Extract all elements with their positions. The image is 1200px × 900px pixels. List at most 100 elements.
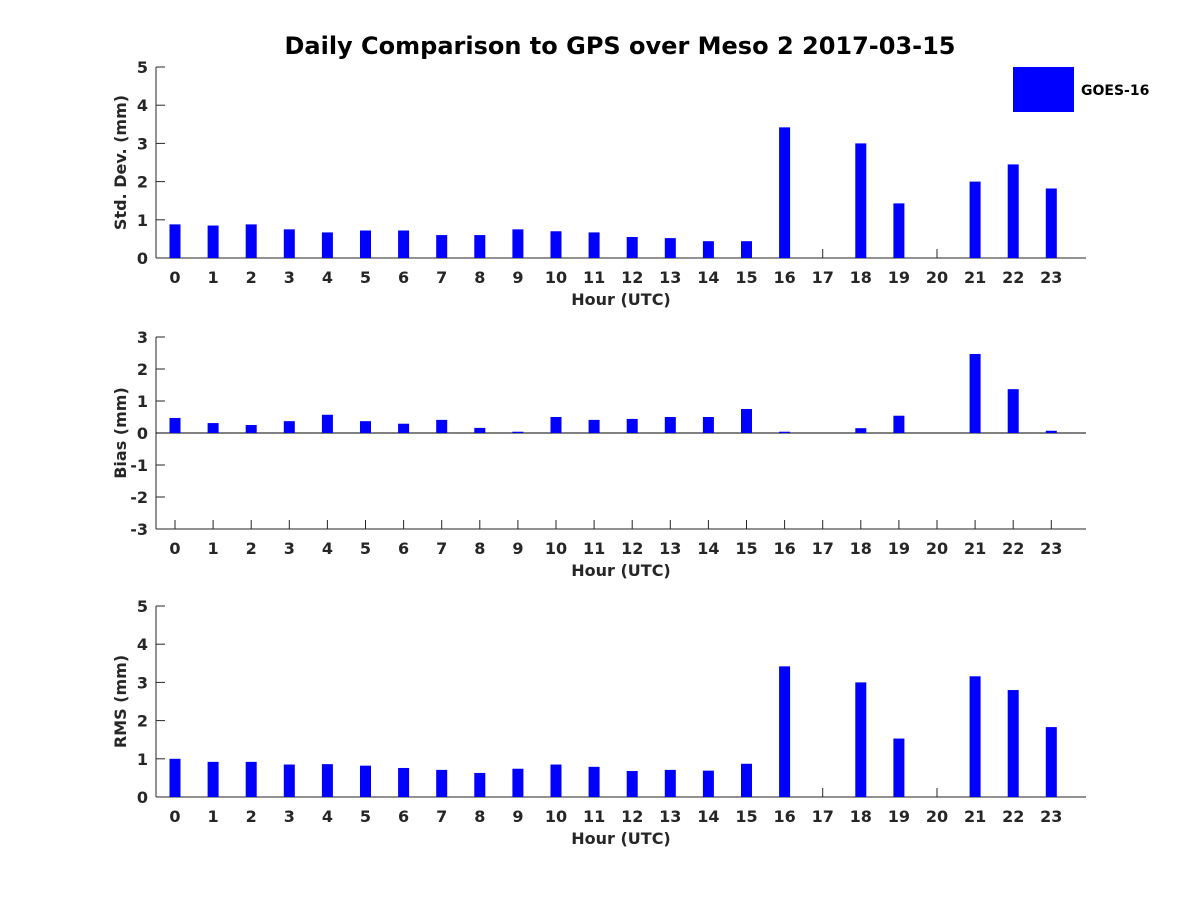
bar-bias-6 (398, 423, 410, 433)
x-tick-label: 1 (208, 539, 219, 558)
x-tick-label: 5 (360, 268, 371, 287)
y-axis-label: Bias (mm) (111, 387, 130, 479)
x-tick-label: 21 (964, 539, 986, 558)
bar-rms-11 (588, 766, 600, 797)
x-axis-label: Hour (UTC) (571, 290, 671, 309)
bar-rms-22 (1007, 690, 1019, 797)
x-tick-label: 22 (1002, 268, 1024, 287)
x-tick-label: 14 (697, 268, 719, 287)
bar-rms-7 (436, 769, 448, 797)
bar-bias-1 (207, 423, 219, 433)
bar-std-10 (550, 231, 562, 258)
bar-std-1 (207, 225, 219, 258)
bar-rms-1 (207, 761, 219, 797)
legend-swatch (1013, 67, 1074, 112)
x-tick-label: 22 (1002, 539, 1024, 558)
x-tick-label: 1 (208, 268, 219, 287)
x-tick-label: 9 (512, 539, 523, 558)
x-tick-label: 19 (888, 539, 910, 558)
x-tick-label: 19 (888, 807, 910, 826)
bar-bias-5 (360, 421, 371, 433)
x-tick-label: 18 (850, 268, 872, 287)
y-tick-label: 1 (137, 392, 148, 411)
x-tick-label: 17 (812, 268, 834, 287)
x-tick-label: 12 (621, 807, 643, 826)
bar-rms-16 (779, 666, 791, 797)
bar-std-11 (588, 232, 600, 258)
bar-rms-3 (283, 764, 295, 797)
bar-bias-19 (893, 415, 905, 433)
x-tick-label: 7 (436, 807, 447, 826)
x-tick-label: 0 (169, 539, 180, 558)
x-tick-label: 0 (169, 268, 180, 287)
x-tick-label: 21 (964, 268, 986, 287)
y-tick-label: 0 (137, 249, 148, 268)
bar-bias-14 (702, 417, 714, 433)
y-tick-label: 2 (137, 712, 148, 731)
bar-bias-16 (779, 431, 791, 433)
x-tick-label: 14 (697, 807, 719, 826)
bar-std-6 (398, 230, 410, 258)
x-tick-label: 3 (284, 268, 295, 287)
bar-rms-5 (360, 765, 371, 797)
bar-std-19 (893, 203, 905, 258)
bar-rms-19 (893, 738, 905, 797)
x-tick-label: 15 (735, 268, 757, 287)
bar-rms-6 (398, 767, 410, 797)
bar-rms-13 (664, 769, 676, 797)
bar-rms-18 (855, 682, 867, 797)
bar-bias-9 (512, 431, 524, 433)
x-tick-label: 4 (322, 539, 333, 558)
y-axis-label: RMS (mm) (111, 655, 130, 748)
x-tick-label: 21 (964, 807, 986, 826)
bar-std-16 (779, 127, 791, 258)
bar-std-0 (169, 224, 181, 258)
x-tick-label: 17 (812, 807, 834, 826)
bar-bias-7 (436, 419, 448, 433)
x-tick-label: 15 (735, 807, 757, 826)
bar-std-15 (741, 241, 752, 258)
x-tick-label: 11 (583, 539, 605, 558)
x-tick-label: 13 (659, 268, 681, 287)
y-axis-label: Std. Dev. (mm) (111, 95, 130, 230)
bar-rms-8 (474, 772, 486, 797)
x-tick-label: 0 (169, 807, 180, 826)
bar-std-14 (702, 241, 714, 258)
y-tick-label: -2 (130, 488, 148, 507)
x-axis-label: Hour (UTC) (571, 561, 671, 580)
legend: GOES-16 (1013, 67, 1149, 112)
x-tick-label: 17 (812, 539, 834, 558)
x-tick-label: 13 (659, 539, 681, 558)
bar-rms-9 (512, 768, 524, 797)
x-tick-label: 12 (621, 268, 643, 287)
bar-rms-12 (626, 771, 638, 797)
x-tick-label: 11 (583, 807, 605, 826)
x-tick-label: 5 (360, 539, 371, 558)
y-tick-label: -3 (130, 520, 148, 539)
y-tick-label: -1 (130, 456, 148, 475)
bar-rms-14 (702, 770, 714, 797)
bar-std-4 (321, 232, 333, 258)
x-tick-label: 7 (436, 268, 447, 287)
y-tick-label: 3 (137, 328, 148, 347)
x-tick-label: 4 (322, 268, 333, 287)
y-tick-label: 3 (137, 673, 148, 692)
y-tick-label: 5 (137, 58, 148, 77)
bar-rms-23 (1045, 727, 1057, 797)
x-tick-label: 10 (545, 268, 567, 287)
x-tick-label: 23 (1040, 539, 1062, 558)
x-tick-label: 16 (773, 268, 795, 287)
bar-bias-23 (1045, 430, 1057, 433)
bar-std-2 (245, 224, 257, 258)
x-tick-label: 2 (246, 268, 257, 287)
y-tick-label: 4 (137, 635, 148, 654)
y-tick-label: 4 (137, 96, 148, 115)
bar-bias-3 (283, 421, 295, 433)
bar-rms-2 (245, 761, 257, 797)
x-tick-label: 12 (621, 539, 643, 558)
bar-std-9 (512, 229, 524, 258)
